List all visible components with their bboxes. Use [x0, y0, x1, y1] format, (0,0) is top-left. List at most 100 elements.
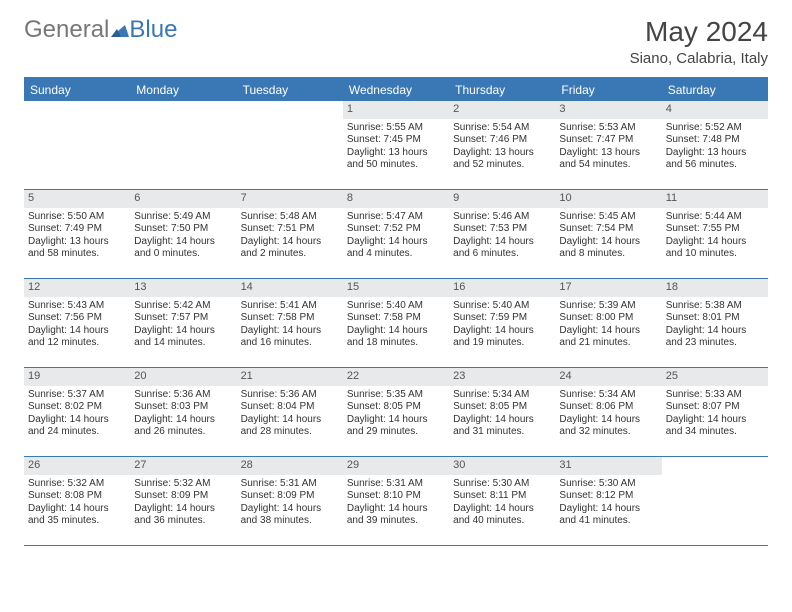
calendar-cell: 26Sunrise: 5:32 AMSunset: 8:08 PMDayligh…	[24, 457, 130, 545]
sunrise-text: Sunrise: 5:48 AM	[241, 211, 339, 224]
sunset-text: Sunset: 8:02 PM	[28, 401, 126, 414]
sunset-text: Sunset: 8:05 PM	[453, 401, 551, 414]
daylight-text: and 35 minutes.	[28, 515, 126, 528]
sunset-text: Sunset: 7:50 PM	[134, 223, 232, 236]
calendar-cell: 4 Sunrise: 5:52 AMSunset: 7:48 PMDaylight…	[662, 101, 768, 189]
sunrise-text: Sunrise: 5:34 AM	[453, 389, 551, 402]
daylight-text: Daylight: 14 hours	[559, 236, 657, 249]
sunset-text: Sunset: 8:04 PM	[241, 401, 339, 414]
daylight-text: and 28 minutes.	[241, 426, 339, 439]
day-number: 16	[449, 279, 555, 297]
week-row: 26Sunrise: 5:32 AMSunset: 8:08 PMDayligh…	[24, 457, 768, 546]
sunrise-text: Sunrise: 5:52 AM	[666, 122, 764, 135]
sunrise-text: Sunrise: 5:32 AM	[134, 478, 232, 491]
week-row: 1Sunrise: 5:55 AMSunset: 7:45 PMDaylight…	[24, 101, 768, 190]
sunset-text: Sunset: 7:57 PM	[134, 312, 232, 325]
calendar: SundayMondayTuesdayWednesdayThursdayFrid…	[24, 77, 768, 546]
daylight-text: Daylight: 14 hours	[453, 236, 551, 249]
sunrise-text: Sunrise: 5:50 AM	[28, 211, 126, 224]
sunrise-text: Sunrise: 5:34 AM	[559, 389, 657, 402]
calendar-cell: 24Sunrise: 5:34 AMSunset: 8:06 PMDayligh…	[555, 368, 661, 456]
daylight-text: Daylight: 14 hours	[559, 414, 657, 427]
calendar-cell: 2Sunrise: 5:54 AMSunset: 7:46 PMDaylight…	[449, 101, 555, 189]
sunset-text: Sunset: 7:46 PM	[453, 134, 551, 147]
brand-part2: Blue	[129, 16, 177, 44]
sunset-text: Sunset: 8:09 PM	[241, 490, 339, 503]
sunset-text: Sunset: 8:10 PM	[347, 490, 445, 503]
sunset-text: Sunset: 7:48 PM	[666, 134, 764, 147]
calendar-cell: 9Sunrise: 5:46 AMSunset: 7:53 PMDaylight…	[449, 190, 555, 278]
daylight-text: and 52 minutes.	[453, 159, 551, 172]
sunrise-text: Sunrise: 5:42 AM	[134, 300, 232, 313]
daylight-text: Daylight: 14 hours	[241, 503, 339, 516]
calendar-cell: 19Sunrise: 5:37 AMSunset: 8:02 PMDayligh…	[24, 368, 130, 456]
brand-logo: General Blue	[24, 16, 177, 44]
calendar-cell: 6Sunrise: 5:49 AMSunset: 7:50 PMDaylight…	[130, 190, 236, 278]
day-number: 17	[555, 279, 661, 297]
sunset-text: Sunset: 8:07 PM	[666, 401, 764, 414]
brand-triangle-icon	[111, 16, 129, 30]
daylight-text: Daylight: 13 hours	[347, 147, 445, 160]
sunset-text: Sunset: 8:00 PM	[559, 312, 657, 325]
sunrise-text: Sunrise: 5:40 AM	[347, 300, 445, 313]
calendar-cell-empty	[24, 101, 130, 189]
daylight-text: and 41 minutes.	[559, 515, 657, 528]
sunrise-text: Sunrise: 5:45 AM	[559, 211, 657, 224]
sunrise-text: Sunrise: 5:39 AM	[559, 300, 657, 313]
title-block: May 2024 Siano, Calabria, Italy	[630, 16, 768, 67]
calendar-cell: 25Sunrise: 5:33 AMSunset: 8:07 PMDayligh…	[662, 368, 768, 456]
calendar-cell: 15Sunrise: 5:40 AMSunset: 7:58 PMDayligh…	[343, 279, 449, 367]
daylight-text: Daylight: 14 hours	[241, 414, 339, 427]
day-number: 10	[555, 190, 661, 208]
week-row: 19Sunrise: 5:37 AMSunset: 8:02 PMDayligh…	[24, 368, 768, 457]
sunrise-text: Sunrise: 5:37 AM	[28, 389, 126, 402]
calendar-cell: 11Sunrise: 5:44 AMSunset: 7:55 PMDayligh…	[662, 190, 768, 278]
sunset-text: Sunset: 8:03 PM	[134, 401, 232, 414]
dow-sunday: Sunday	[24, 79, 130, 101]
sunrise-text: Sunrise: 5:47 AM	[347, 211, 445, 224]
daylight-text: and 4 minutes.	[347, 248, 445, 261]
daylight-text: Daylight: 14 hours	[241, 325, 339, 338]
calendar-cell: 7Sunrise: 5:48 AMSunset: 7:51 PMDaylight…	[237, 190, 343, 278]
daylight-text: Daylight: 13 hours	[453, 147, 551, 160]
daylight-text: and 54 minutes.	[559, 159, 657, 172]
daylight-text: Daylight: 13 hours	[666, 147, 764, 160]
day-number	[24, 101, 130, 119]
daylight-text: and 2 minutes.	[241, 248, 339, 261]
daylight-text: Daylight: 14 hours	[666, 325, 764, 338]
day-number: 13	[130, 279, 236, 297]
day-number: 8	[343, 190, 449, 208]
header: General Blue May 2024 Siano, Calabria, I…	[24, 16, 768, 67]
calendar-cell: 20Sunrise: 5:36 AMSunset: 8:03 PMDayligh…	[130, 368, 236, 456]
day-number: 30	[449, 457, 555, 475]
daylight-text: and 38 minutes.	[241, 515, 339, 528]
day-number: 24	[555, 368, 661, 386]
week-row: 5Sunrise: 5:50 AMSunset: 7:49 PMDaylight…	[24, 190, 768, 279]
calendar-cell: 3Sunrise: 5:53 AMSunset: 7:47 PMDaylight…	[555, 101, 661, 189]
daylight-text: Daylight: 13 hours	[28, 236, 126, 249]
day-number: 2	[449, 101, 555, 119]
daylight-text: Daylight: 14 hours	[241, 236, 339, 249]
calendar-cell: 14Sunrise: 5:41 AMSunset: 7:58 PMDayligh…	[237, 279, 343, 367]
sunset-text: Sunset: 7:58 PM	[241, 312, 339, 325]
calendar-cell: 21Sunrise: 5:36 AMSunset: 8:04 PMDayligh…	[237, 368, 343, 456]
daylight-text: and 34 minutes.	[666, 426, 764, 439]
day-number: 4	[662, 101, 768, 119]
daylight-text: Daylight: 14 hours	[666, 414, 764, 427]
daylight-text: Daylight: 14 hours	[347, 503, 445, 516]
calendar-cell: 23Sunrise: 5:34 AMSunset: 8:05 PMDayligh…	[449, 368, 555, 456]
daylight-text: and 26 minutes.	[134, 426, 232, 439]
daylight-text: and 19 minutes.	[453, 337, 551, 350]
sunset-text: Sunset: 8:01 PM	[666, 312, 764, 325]
daylight-text: Daylight: 14 hours	[453, 414, 551, 427]
day-number: 6	[130, 190, 236, 208]
daylight-text: and 36 minutes.	[134, 515, 232, 528]
sunrise-text: Sunrise: 5:31 AM	[347, 478, 445, 491]
calendar-cell: 30Sunrise: 5:30 AMSunset: 8:11 PMDayligh…	[449, 457, 555, 545]
dow-monday: Monday	[130, 79, 236, 101]
calendar-cell: 8Sunrise: 5:47 AMSunset: 7:52 PMDaylight…	[343, 190, 449, 278]
daylight-text: Daylight: 14 hours	[134, 414, 232, 427]
calendar-cell: 5Sunrise: 5:50 AMSunset: 7:49 PMDaylight…	[24, 190, 130, 278]
daylight-text: Daylight: 14 hours	[28, 503, 126, 516]
calendar-cell: 22Sunrise: 5:35 AMSunset: 8:05 PMDayligh…	[343, 368, 449, 456]
